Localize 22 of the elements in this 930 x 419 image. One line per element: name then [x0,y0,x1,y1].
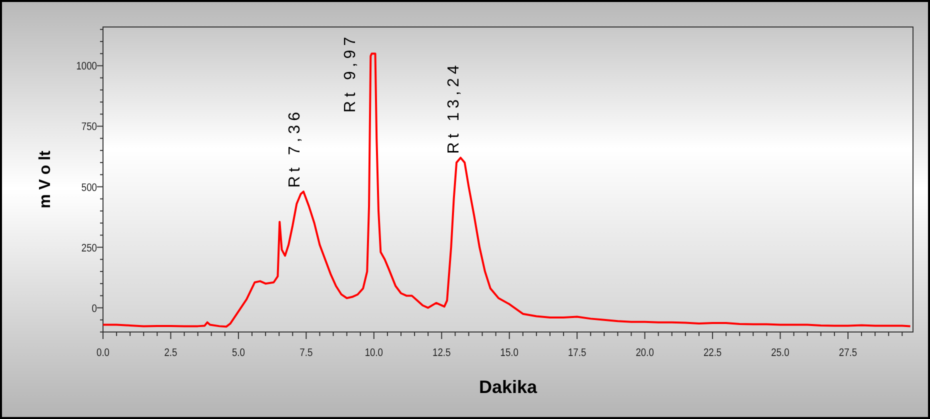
x-tick-label: 25.0 [771,347,790,360]
annotation: Rt 7,36 [286,108,304,188]
annotation: Rt 13,24 [446,61,463,154]
x-tick-label: 2.5 [164,347,178,360]
x-tick-label: 22.5 [703,347,722,360]
y-tick-label: 750 [81,122,98,134]
y-tick-label: 500 [81,182,98,194]
y-tick-label: 0 [92,303,98,316]
y-axis-title: m V o lt [37,150,54,208]
x-axis-title: Dakika [478,377,538,397]
x-tick-label: 10.0 [364,347,384,360]
x-tick-label: 20.0 [636,347,654,360]
x-tick-label: 5.0 [232,347,246,360]
x-tick-label: 12.5 [432,347,452,360]
y-tick-label: 250 [81,242,98,255]
x-tick-label: 15.0 [500,347,519,360]
x-tick-label: 27.5 [838,347,858,360]
x-tick-label: 7.5 [300,347,313,360]
annotation: Rt 9,97 [342,32,360,112]
y-tick-label: 1000 [76,61,98,73]
x-tick-label: 17.5 [568,347,586,360]
x-tick-label: 0.0 [96,347,110,360]
